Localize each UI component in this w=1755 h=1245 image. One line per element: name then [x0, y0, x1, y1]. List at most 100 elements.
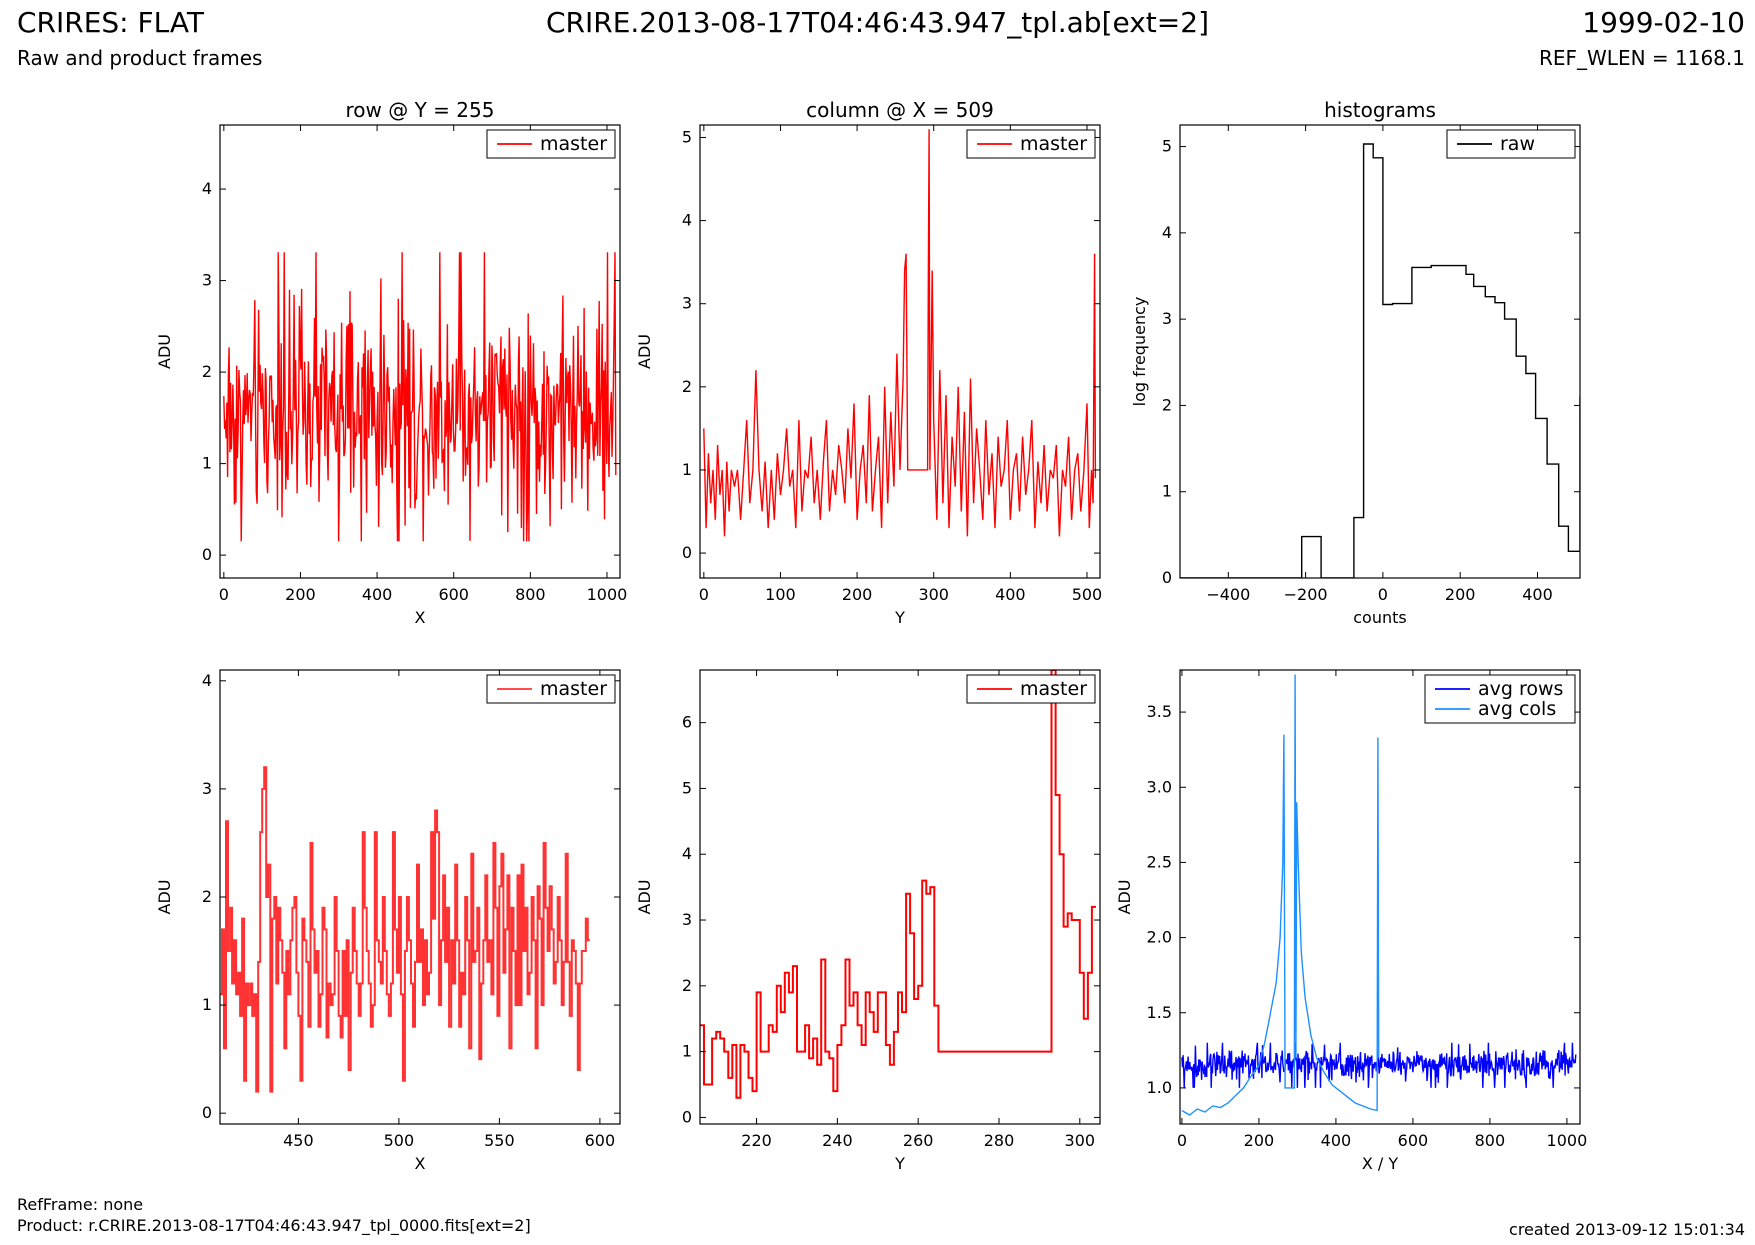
- y-axis-label: ADU: [635, 334, 654, 369]
- file-name: CRIRE.2013-08-17T04:46:43.947_tpl.ab[ext…: [545, 6, 1209, 39]
- chart-col_zoom: 220 240 260 280 300 0 1 2 3 4 5 6 Y ADU master: [635, 669, 1101, 1173]
- x-axis-label: Y: [894, 1154, 905, 1173]
- x-tick-label: 300: [1065, 1131, 1096, 1150]
- legend: raw: [1446, 129, 1576, 159]
- y-tick-label: 6: [682, 713, 692, 732]
- y-tick-label: 5: [682, 778, 692, 797]
- y-tick-label: 0: [202, 1103, 212, 1122]
- x-tick-label: 0: [1177, 1131, 1187, 1150]
- y-tick-label: 1: [682, 460, 692, 479]
- series-line-master: [220, 766, 590, 1093]
- legend: master: [486, 129, 616, 159]
- x-tick-label: 500: [1072, 585, 1103, 604]
- x-axis-label: X: [415, 1154, 426, 1173]
- y-tick-label: 2.0: [1147, 928, 1172, 947]
- x-tick-label: 600: [585, 1131, 616, 1150]
- series-line-raw: [1180, 143, 1580, 578]
- chart-title: histograms: [1324, 98, 1436, 122]
- plot-area: [220, 766, 590, 1093]
- y-tick-label: 1: [202, 454, 212, 473]
- x-tick-label: 450: [283, 1131, 314, 1150]
- chart-averages: 0 200 400 600 800 1000 1.0 1.5 2.0 2.5 3.0 3.5 X / Y…: [1115, 669, 1588, 1173]
- x-axis-label: X: [415, 608, 426, 627]
- x-tick-label: 100: [765, 585, 796, 604]
- y-tick-label: 4: [202, 671, 212, 690]
- chart-histogram: −400 −200 0 200 400 0 1 2 3 4 5 histograms counts log…: [1130, 98, 1581, 627]
- report-title: CRIRES: FLAT: [17, 6, 204, 39]
- y-tick-label: 3: [1162, 309, 1172, 328]
- y-tick-label: 3: [682, 294, 692, 313]
- x-tick-label: 0: [699, 585, 709, 604]
- axes-frame: [699, 124, 1101, 579]
- y-axis-label: ADU: [1115, 880, 1134, 915]
- y-tick-label: 3: [682, 910, 692, 929]
- y-tick-label: 4: [202, 179, 212, 198]
- x-tick-label: 600: [1398, 1131, 1429, 1150]
- y-tick-label: 1.5: [1147, 1003, 1172, 1022]
- x-tick-label: 1000: [1547, 1131, 1588, 1150]
- series-line-master: [703, 129, 1097, 537]
- axes-frame: [1179, 124, 1581, 579]
- y-tick-label: 1.0: [1147, 1078, 1172, 1097]
- y-tick-label: 2: [682, 976, 692, 995]
- report-subtitle: Raw and product frames: [17, 46, 263, 70]
- x-tick-label: 280: [984, 1131, 1015, 1150]
- y-axis-label: log frequency: [1130, 297, 1149, 407]
- report-date: 1999-02-10: [1582, 6, 1745, 39]
- x-tick-label: 240: [822, 1131, 853, 1150]
- x-tick-label: −400: [1206, 585, 1250, 604]
- plot-area: [1180, 143, 1580, 578]
- x-tick-label: 200: [1445, 585, 1476, 604]
- x-tick-label: 260: [903, 1131, 934, 1150]
- plot-area: [703, 129, 1097, 537]
- y-axis-label: ADU: [155, 880, 174, 915]
- legend: master: [966, 129, 1096, 159]
- x-tick-label: 300: [918, 585, 949, 604]
- y-tick-label: 2: [202, 362, 212, 381]
- legend-box: [1424, 674, 1576, 724]
- x-tick-label: 800: [1475, 1131, 1506, 1150]
- legend-label: raw: [1500, 133, 1535, 155]
- legend-label: master: [540, 678, 607, 700]
- series-line-master: [700, 670, 1096, 1099]
- created-timestamp: created 2013-09-12 15:01:34: [1509, 1220, 1745, 1239]
- axes-frame: [219, 124, 621, 579]
- legend-label: avg cols: [1478, 698, 1556, 720]
- legend-label: avg rows: [1478, 678, 1563, 700]
- legend-label: master: [1020, 678, 1087, 700]
- y-tick-label: 1: [202, 995, 212, 1014]
- y-axis-label: ADU: [155, 334, 174, 369]
- x-tick-label: 400: [1321, 1131, 1352, 1150]
- plot-area: [700, 670, 1096, 1099]
- y-tick-label: 1: [1162, 482, 1172, 501]
- ref-wlen: REF_WLEN = 1168.1: [1538, 46, 1745, 70]
- y-tick-label: 0: [202, 545, 212, 564]
- axes-frame: [699, 669, 1101, 1125]
- y-tick-label: 0: [1162, 568, 1172, 587]
- x-tick-label: 500: [384, 1131, 415, 1150]
- series-line-master: [223, 252, 617, 542]
- ref-frame-note: RefFrame: none: [17, 1195, 144, 1214]
- x-tick-label: 400: [362, 585, 393, 604]
- x-tick-label: 0: [1378, 585, 1388, 604]
- x-axis-label: X / Y: [1362, 1154, 1399, 1173]
- series-line-avg-rows: [1181, 1042, 1577, 1088]
- y-tick-label: 0: [682, 543, 692, 562]
- x-tick-label: −200: [1284, 585, 1328, 604]
- product-note: Product: r.CRIRE.2013-08-17T04:46:43.947…: [17, 1216, 531, 1235]
- y-tick-label: 5: [682, 127, 692, 146]
- axes-frame: [1179, 669, 1581, 1125]
- y-axis-label: ADU: [635, 880, 654, 915]
- x-tick-label: 200: [842, 585, 873, 604]
- x-tick-label: 200: [1244, 1131, 1275, 1150]
- chart-title: column @ X = 509: [806, 98, 994, 122]
- plot-area: [1181, 674, 1577, 1116]
- x-tick-label: 400: [1522, 585, 1553, 604]
- y-tick-label: 2: [1162, 395, 1172, 414]
- y-tick-label: 2.5: [1147, 852, 1172, 871]
- y-tick-label: 5: [1162, 137, 1172, 156]
- x-tick-label: 550: [484, 1131, 515, 1150]
- x-tick-label: 200: [285, 585, 316, 604]
